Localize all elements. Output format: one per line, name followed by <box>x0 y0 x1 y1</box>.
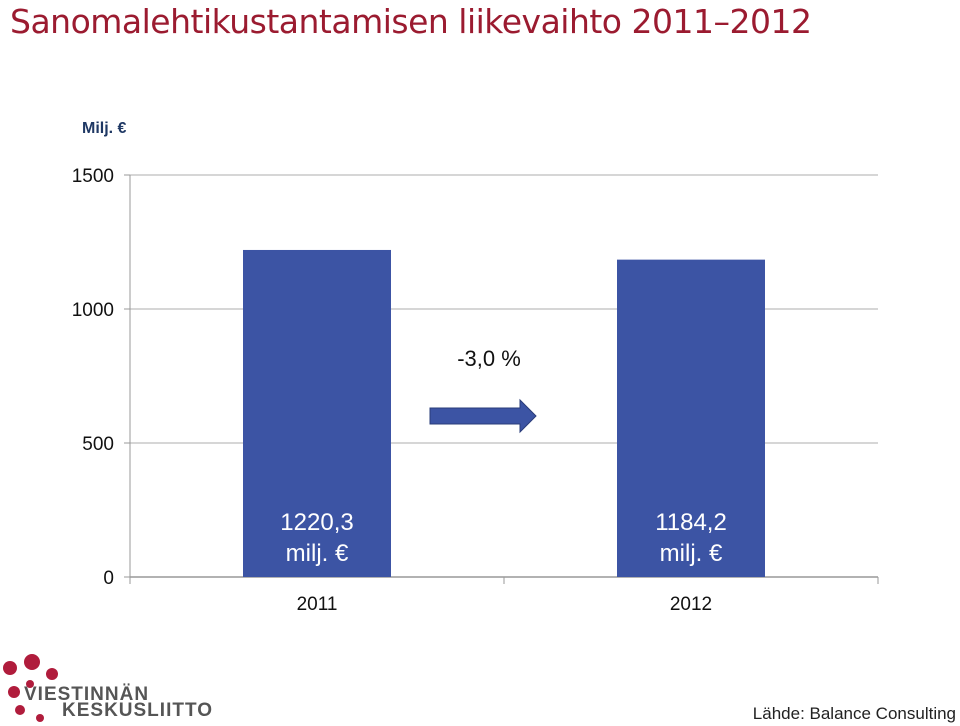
viestinnan-keskusliitto-logo: VIESTINNÄN KESKUSLIITTO <box>3 654 213 722</box>
unit-label: Milj. € <box>82 120 127 137</box>
data-label-value: 1184,2 <box>655 509 727 536</box>
svg-text:KESKUSLIITTO: KESKUSLIITTO <box>62 700 213 721</box>
y-tick-label: 1500 <box>72 166 114 187</box>
y-tick-label: 1000 <box>72 300 114 321</box>
bar-chart: 0 500 1000 1500 2011 1220,3 milj. € 2012 1184,2… <box>72 166 879 615</box>
chart-title: Sanomalehtikustantamisen liikevaihto 201… <box>10 2 812 41</box>
change-annotation: -3,0 % <box>457 346 521 371</box>
decrease-arrow <box>429 398 537 434</box>
data-label-unit: milj. € <box>286 540 349 567</box>
data-label-value: 1220,3 <box>280 509 353 536</box>
bar-2012 <box>617 259 765 577</box>
bar-2011 <box>243 249 391 577</box>
y-tick-label: 500 <box>82 434 114 455</box>
y-tick-label: 0 <box>103 568 114 589</box>
data-label-unit: milj. € <box>660 540 723 567</box>
x-tick-label: 2011 <box>297 594 338 615</box>
source-note: Lähde: Balance Consulting <box>752 704 956 723</box>
x-tick-label: 2012 <box>670 594 712 615</box>
svg-text:VIESTINNÄN: VIESTINNÄN <box>24 684 149 705</box>
